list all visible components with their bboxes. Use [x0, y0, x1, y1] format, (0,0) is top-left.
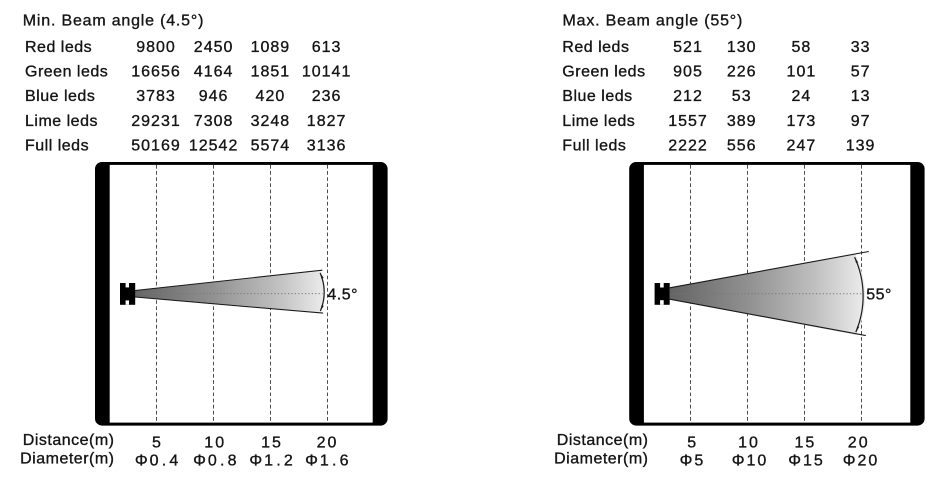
svg-text:9800: 9800	[136, 39, 176, 56]
svg-text:4.5°: 4.5°	[327, 286, 358, 303]
svg-text:Red leds: Red leds	[25, 39, 92, 56]
svg-text:15: 15	[795, 434, 817, 451]
svg-text:Lime leds: Lime leds	[562, 113, 635, 130]
svg-text:2222: 2222	[668, 138, 708, 155]
svg-text:10141: 10141	[302, 64, 352, 81]
svg-text:101: 101	[787, 64, 817, 81]
svg-text:Φ20: Φ20	[843, 452, 880, 469]
svg-text:Diameter(m): Diameter(m)	[20, 450, 114, 467]
svg-text:97: 97	[851, 113, 871, 130]
svg-text:2450: 2450	[194, 39, 234, 56]
svg-text:Φ1.2: Φ1.2	[249, 452, 294, 469]
svg-text:Full leds: Full leds	[562, 138, 626, 155]
svg-text:58: 58	[792, 39, 812, 56]
svg-text:226: 226	[727, 64, 757, 81]
svg-text:Φ1.6: Φ1.6	[305, 452, 350, 469]
svg-text:173: 173	[787, 113, 817, 130]
svg-text:Red leds: Red leds	[562, 39, 629, 56]
svg-text:53: 53	[732, 88, 752, 105]
svg-text:1851: 1851	[251, 64, 291, 81]
svg-text:3136: 3136	[307, 138, 347, 155]
svg-text:556: 556	[727, 138, 757, 155]
svg-text:55°: 55°	[866, 286, 892, 303]
svg-text:212: 212	[673, 88, 703, 105]
svg-text:946: 946	[199, 88, 229, 105]
svg-text:Φ5: Φ5	[680, 452, 706, 469]
svg-text:Blue leds: Blue leds	[25, 88, 95, 105]
svg-text:905: 905	[673, 64, 703, 81]
svg-text:20: 20	[848, 434, 870, 451]
svg-text:247: 247	[787, 138, 817, 155]
svg-text:1557: 1557	[668, 113, 708, 130]
svg-text:7308: 7308	[194, 113, 234, 130]
svg-text:Min. Beam angle (4.5°): Min. Beam angle (4.5°)	[23, 12, 204, 29]
svg-text:3248: 3248	[251, 113, 291, 130]
svg-text:Blue leds: Blue leds	[562, 88, 632, 105]
svg-text:1827: 1827	[307, 113, 347, 130]
svg-text:Φ0.4: Φ0.4	[135, 452, 180, 469]
svg-text:139: 139	[846, 138, 876, 155]
svg-text:57: 57	[851, 64, 871, 81]
svg-text:50169: 50169	[131, 138, 181, 155]
svg-text:521: 521	[673, 39, 703, 56]
svg-text:29231: 29231	[131, 113, 181, 130]
svg-text:15: 15	[261, 434, 283, 451]
svg-text:16656: 16656	[131, 64, 181, 81]
svg-text:Green leds: Green leds	[562, 64, 645, 81]
svg-text:4164: 4164	[194, 64, 234, 81]
svg-text:130: 130	[727, 39, 757, 56]
svg-text:5: 5	[687, 434, 698, 451]
svg-text:1089: 1089	[251, 39, 291, 56]
svg-text:5: 5	[152, 434, 163, 451]
svg-text:Φ15: Φ15	[788, 452, 825, 469]
svg-text:613: 613	[312, 39, 342, 56]
svg-text:10: 10	[738, 434, 760, 451]
svg-text:Full leds: Full leds	[25, 138, 89, 155]
svg-text:10: 10	[204, 434, 226, 451]
svg-text:13: 13	[851, 88, 871, 105]
svg-text:Max. Beam angle (55°): Max. Beam angle (55°)	[563, 12, 744, 29]
svg-text:Distance(m): Distance(m)	[23, 432, 115, 449]
svg-text:389: 389	[727, 113, 757, 130]
svg-text:Green leds: Green leds	[25, 64, 108, 81]
svg-text:Φ10: Φ10	[732, 452, 769, 469]
svg-text:236: 236	[312, 88, 342, 105]
svg-text:Distance(m): Distance(m)	[557, 432, 649, 449]
svg-text:33: 33	[851, 39, 871, 56]
svg-text:Diameter(m): Diameter(m)	[554, 450, 648, 467]
svg-text:20: 20	[317, 434, 339, 451]
svg-text:5574: 5574	[251, 138, 291, 155]
svg-text:12542: 12542	[189, 138, 239, 155]
svg-text:24: 24	[792, 88, 812, 105]
svg-text:3783: 3783	[136, 88, 176, 105]
svg-text:Φ0.8: Φ0.8	[193, 452, 238, 469]
svg-text:Lime leds: Lime leds	[25, 113, 98, 130]
svg-text:420: 420	[256, 88, 286, 105]
